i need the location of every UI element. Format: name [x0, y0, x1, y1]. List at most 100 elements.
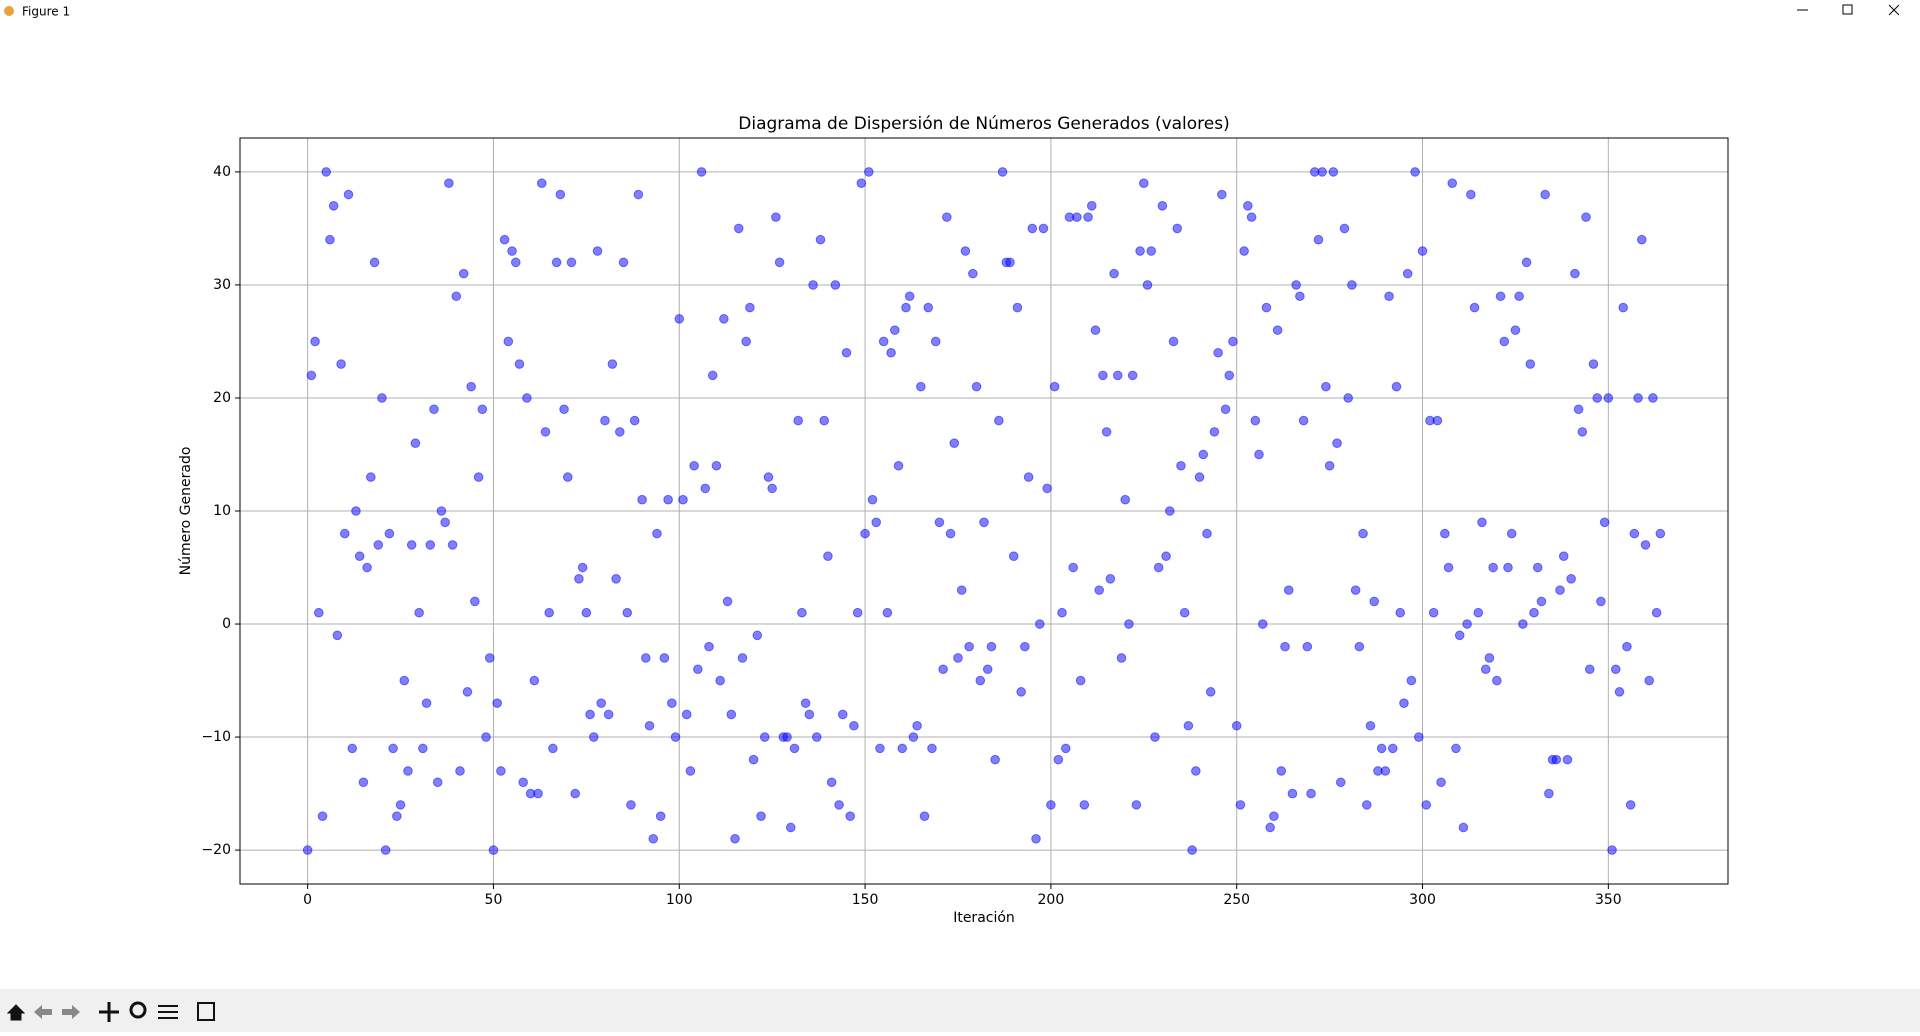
point — [321, 167, 332, 177]
y-tick-label: 10 — [213, 503, 231, 519]
point — [908, 732, 919, 742]
point — [1577, 427, 1588, 437]
point — [1506, 528, 1517, 539]
point — [1105, 574, 1116, 584]
point — [503, 336, 514, 347]
point — [1592, 393, 1602, 403]
point — [767, 483, 777, 494]
point — [696, 167, 707, 177]
point — [1562, 754, 1573, 765]
point — [585, 709, 595, 720]
point — [1607, 845, 1617, 855]
point — [1584, 664, 1595, 675]
point — [711, 460, 722, 471]
point — [916, 381, 926, 392]
point — [369, 257, 380, 268]
point — [418, 743, 428, 754]
window-controls[interactable] — [1797, 4, 1900, 16]
point — [1075, 675, 1086, 686]
point — [1094, 585, 1105, 595]
point — [1187, 845, 1197, 855]
point — [1283, 585, 1294, 595]
point — [1086, 201, 1097, 211]
point — [1544, 788, 1554, 799]
point — [1213, 347, 1223, 358]
point — [1354, 641, 1365, 652]
point — [507, 246, 517, 256]
point — [473, 472, 484, 482]
point — [1153, 562, 1164, 573]
point — [1146, 246, 1157, 256]
point — [1343, 393, 1353, 403]
point — [904, 291, 915, 302]
title-bar — [0, 0, 1920, 22]
point — [834, 800, 844, 810]
y-tick-label: 40 — [213, 164, 231, 180]
forward-button[interactable] — [62, 1005, 80, 1019]
point — [1157, 201, 1168, 211]
configure-button[interactable] — [158, 1005, 178, 1019]
point — [577, 562, 588, 573]
point — [603, 709, 614, 720]
point — [942, 212, 952, 222]
point — [1514, 291, 1524, 302]
point — [1224, 370, 1235, 381]
point — [715, 675, 725, 686]
point — [722, 596, 733, 607]
point — [1306, 788, 1316, 799]
point — [733, 223, 744, 234]
point — [1302, 641, 1313, 652]
x-tick-label: 0 — [303, 892, 312, 908]
point — [867, 494, 878, 505]
point — [990, 754, 1000, 765]
point — [481, 732, 491, 742]
point — [1198, 449, 1209, 460]
x-axis-label: Iteración — [953, 910, 1015, 926]
point — [1492, 675, 1502, 686]
home-button[interactable] — [6, 1004, 26, 1021]
point — [343, 189, 354, 200]
point — [1380, 766, 1391, 776]
pan-button[interactable] — [99, 1002, 119, 1022]
point — [1588, 359, 1599, 369]
point — [830, 280, 841, 290]
point — [1551, 754, 1562, 765]
point — [1317, 167, 1327, 177]
point — [663, 494, 673, 505]
point — [1205, 687, 1216, 697]
point — [1410, 167, 1420, 177]
point — [1291, 280, 1301, 290]
point — [332, 630, 343, 641]
point — [949, 438, 960, 448]
point — [1020, 641, 1030, 652]
save-button[interactable] — [197, 1002, 215, 1021]
back-button[interactable] — [34, 1005, 52, 1019]
point — [380, 845, 391, 855]
point — [1529, 607, 1539, 618]
point — [1194, 472, 1205, 482]
point — [1246, 212, 1257, 222]
point — [637, 494, 647, 505]
point — [759, 732, 770, 742]
point — [1566, 574, 1576, 584]
close-button[interactable] — [1888, 4, 1900, 16]
zoom-button[interactable] — [129, 1001, 147, 1019]
maximize-button[interactable] — [1842, 4, 1853, 15]
point — [347, 743, 358, 754]
point — [1127, 370, 1138, 381]
x-tick-label: 200 — [1038, 892, 1065, 908]
point — [384, 528, 395, 539]
point — [745, 302, 755, 313]
point — [1436, 777, 1446, 788]
toolbar — [0, 989, 1920, 1032]
point — [1596, 596, 1606, 607]
point — [1432, 415, 1443, 426]
x-tick-label: 350 — [1595, 892, 1622, 908]
point — [1031, 833, 1041, 844]
point — [726, 709, 737, 720]
point — [432, 777, 443, 788]
point — [641, 653, 651, 663]
point — [648, 833, 659, 844]
point — [1499, 336, 1510, 347]
point — [1443, 562, 1454, 573]
